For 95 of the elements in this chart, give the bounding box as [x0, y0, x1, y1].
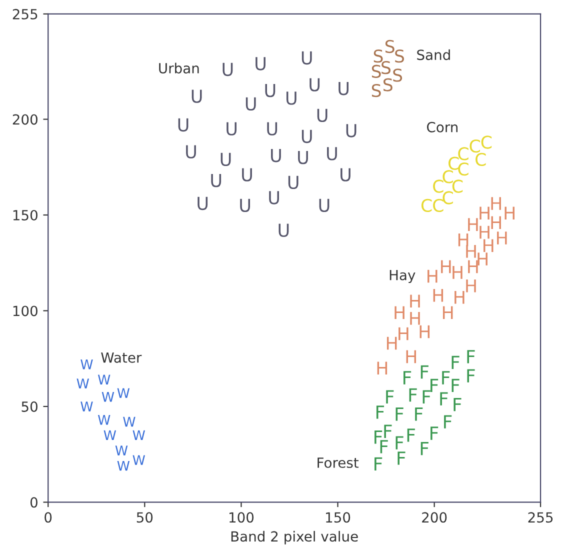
point: [466, 244, 476, 258]
point: [117, 388, 130, 398]
series-label: Water: [101, 352, 142, 363]
point: [372, 64, 381, 78]
point: [458, 147, 468, 160]
point: [302, 51, 312, 65]
x-tick-label: 50: [136, 512, 153, 523]
point: [410, 312, 420, 325]
point: [319, 198, 330, 212]
point: [428, 270, 438, 283]
point: [298, 150, 308, 164]
point: [226, 122, 237, 136]
point: [433, 180, 444, 193]
point: [211, 174, 222, 188]
point: [468, 218, 478, 231]
point: [484, 239, 494, 252]
point: [240, 198, 250, 212]
x-tick-label: 255: [528, 512, 553, 523]
point: [317, 108, 328, 122]
point: [481, 136, 492, 149]
point: [497, 232, 507, 244]
y-tick-label: 0: [30, 497, 38, 508]
point: [421, 198, 432, 212]
point: [98, 374, 110, 385]
point: [242, 168, 252, 182]
point: [278, 224, 289, 237]
point: [458, 162, 468, 176]
x-tick-label: 100: [229, 512, 254, 523]
point: [117, 460, 130, 471]
y-tick-label: 255: [12, 8, 38, 20]
point: [452, 266, 462, 279]
point: [286, 92, 296, 105]
point: [198, 196, 208, 210]
x-tick-label: 200: [422, 512, 447, 523]
point: [470, 139, 480, 153]
point: [393, 68, 402, 82]
point: [448, 156, 459, 170]
point: [442, 191, 453, 204]
point: [104, 430, 116, 440]
point: [478, 252, 488, 266]
point: [454, 290, 464, 304]
point: [327, 147, 337, 160]
point: [466, 279, 476, 292]
point: [115, 446, 128, 456]
point: [340, 168, 350, 182]
y-tick-label: 100: [13, 306, 38, 316]
point: [123, 416, 136, 427]
point: [80, 359, 93, 370]
y-tick-label: 150: [13, 210, 38, 220]
point: [394, 306, 404, 320]
point: [491, 216, 501, 230]
point: [102, 392, 114, 402]
point: [267, 122, 278, 136]
point: [76, 378, 90, 388]
point: [491, 197, 501, 210]
point: [398, 327, 408, 340]
series-label: Forest: [318, 458, 359, 468]
point: [452, 180, 463, 193]
point: [288, 176, 298, 190]
point: [410, 294, 420, 308]
point: [271, 149, 281, 162]
series-label: Urban: [159, 62, 199, 74]
point: [441, 260, 451, 274]
point: [186, 145, 196, 158]
point: [256, 57, 266, 70]
series-label: Hay: [390, 270, 416, 283]
point: [222, 62, 233, 76]
y-tick-label: 200: [12, 114, 38, 125]
point: [98, 415, 110, 425]
point: [346, 124, 356, 138]
y-tick-label: 50: [22, 401, 38, 412]
series-label: Corn: [426, 122, 458, 132]
x-axis-title: Band 2 pixel value: [231, 530, 358, 544]
point: [192, 90, 202, 103]
point: [480, 206, 490, 220]
point: [310, 78, 320, 92]
point: [504, 206, 514, 220]
point: [80, 402, 93, 412]
series-label: Sand: [417, 49, 450, 60]
point: [433, 198, 444, 212]
point: [178, 118, 188, 132]
point: [269, 191, 279, 204]
point: [132, 455, 146, 465]
x-tick-label: 150: [326, 512, 350, 523]
point: [265, 84, 276, 98]
point: [302, 130, 312, 144]
point: [480, 226, 490, 239]
point: [220, 152, 231, 166]
point: [132, 430, 146, 440]
x-tick-label: 0: [44, 512, 52, 523]
point: [468, 260, 478, 274]
point: [338, 82, 349, 96]
point: [442, 170, 453, 184]
point: [246, 97, 256, 111]
point: [476, 152, 486, 166]
